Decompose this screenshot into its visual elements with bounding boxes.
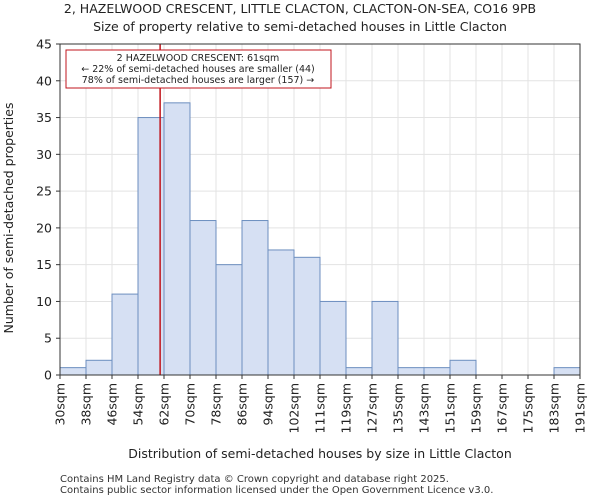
- x-tick-label: 135sqm: [391, 383, 406, 433]
- bar-151sqm: [449, 359, 477, 376]
- x-axis-label: Distribution of semi-detached houses by …: [128, 446, 512, 461]
- bar-135sqm: [397, 367, 425, 376]
- annotation-line-2: ← 22% of semi-detached houses are smalle…: [81, 64, 315, 75]
- y-tick-label: 0: [44, 368, 52, 383]
- footer-licence: Contains public sector information licen…: [60, 485, 494, 496]
- y-tick-label: 5: [44, 331, 52, 346]
- x-tick-label: 30sqm: [53, 383, 68, 426]
- y-tick-label: 40: [36, 73, 52, 88]
- x-tick-label: 191sqm: [573, 383, 588, 433]
- x-tick-label: 86sqm: [235, 383, 250, 426]
- x-tick-label: 78sqm: [209, 383, 224, 426]
- x-tick-label: 167sqm: [495, 383, 510, 433]
- x-tick-label: 119sqm: [339, 383, 354, 433]
- plot-frame: [59, 43, 581, 376]
- y-tick-label: 15: [36, 257, 52, 272]
- bar-46sqm: [111, 293, 139, 376]
- x-tick-label: 159sqm: [469, 383, 484, 433]
- bar-38sqm: [85, 359, 113, 376]
- bar-86sqm: [241, 220, 269, 376]
- x-tick-label: 46sqm: [105, 383, 120, 426]
- bar-119sqm: [345, 367, 373, 376]
- bar-62sqm: [163, 102, 191, 376]
- bar-chart: 0 5 10 15 20 25 30 35 40 45 30sqm 38sqm 46sqm 54sqm 6…: [1, 37, 588, 462]
- bar-143sqm: [423, 367, 451, 376]
- bar-127sqm: [371, 300, 399, 376]
- annotation-line-3: 78% of semi-detached houses are larger (…: [82, 75, 315, 86]
- y-tick-label: 30: [36, 147, 52, 162]
- bar-111sqm: [319, 300, 347, 376]
- y-tick-label: 35: [36, 110, 52, 125]
- x-tick-label: 54sqm: [131, 383, 146, 426]
- bar-183sqm: [553, 367, 581, 376]
- bar-78sqm: [215, 264, 243, 376]
- x-tick-label: 127sqm: [365, 383, 380, 433]
- footer-copyright: Contains HM Land Registry data © Crown c…: [60, 474, 449, 485]
- chart-title-address: 2, HAZELWOOD CRESCENT, LITTLE CLACTON, C…: [63, 1, 537, 16]
- x-tick-label: 94sqm: [261, 383, 276, 426]
- y-tick-label: 10: [36, 294, 52, 309]
- x-tick-label: 143sqm: [417, 383, 432, 433]
- x-tick-label: 111sqm: [313, 383, 328, 433]
- bar-70sqm: [189, 220, 217, 376]
- x-tick-label: 102sqm: [287, 383, 302, 433]
- y-tick-label: 20: [36, 220, 52, 235]
- x-tick-label: 175sqm: [521, 383, 536, 433]
- annotation-box: [65, 49, 332, 89]
- y-tick-label: 25: [36, 184, 52, 199]
- y-axis-label: Number of semi-detached properties: [1, 103, 16, 334]
- x-tick-label: 151sqm: [443, 383, 458, 433]
- y-tick-label: 45: [36, 37, 52, 52]
- bar-102sqm: [293, 256, 321, 376]
- x-tick-label: 62sqm: [157, 383, 172, 426]
- x-tick-label: 70sqm: [183, 383, 198, 426]
- bar-94sqm: [267, 249, 295, 376]
- x-tick-label: 38sqm: [79, 383, 94, 426]
- bar-30sqm: [59, 367, 87, 376]
- annotation-line-1: 2 HAZELWOOD CRESCENT: 61sqm: [117, 53, 280, 64]
- x-tick-label: 183sqm: [547, 383, 562, 433]
- chart-subtitle: Size of property relative to semi-detach…: [93, 19, 507, 34]
